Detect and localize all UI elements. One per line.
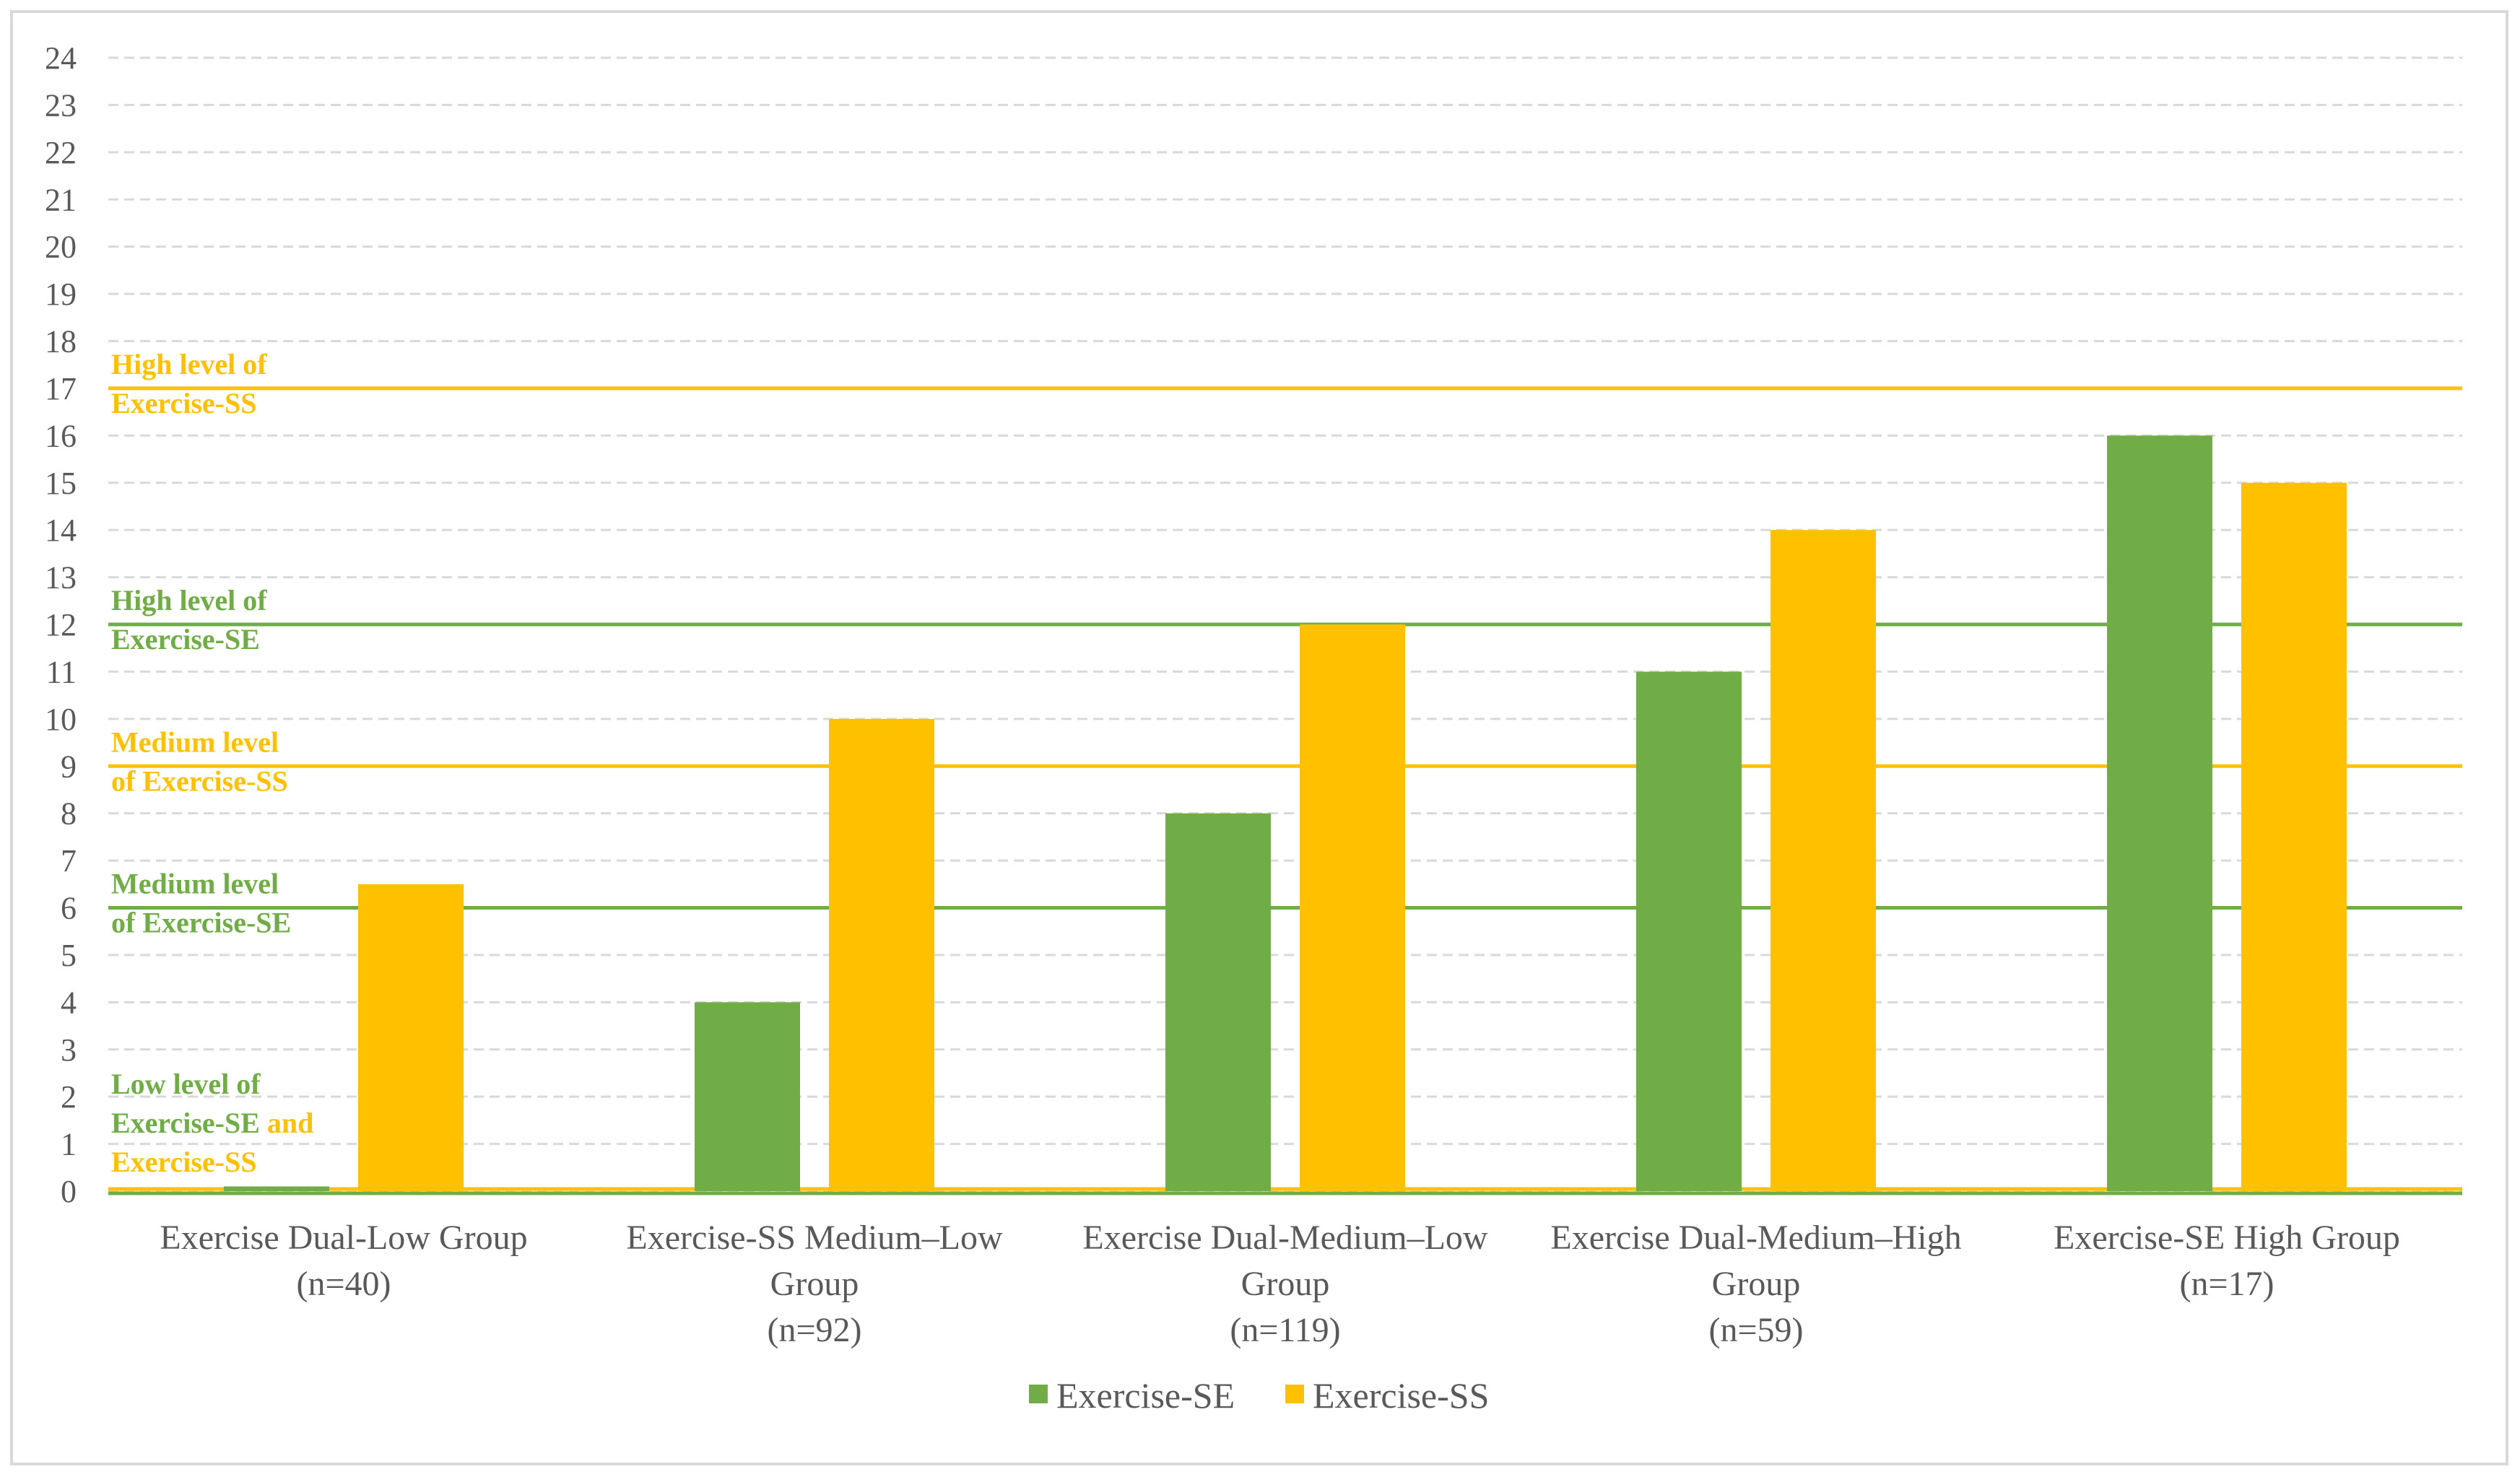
y-tick-label: 15 xyxy=(45,466,77,501)
x-category-label: Exercise-SS Medium–Low xyxy=(626,1219,1003,1257)
x-category-label: Exercise Dual-Medium–Low xyxy=(1082,1219,1488,1257)
y-tick-label: 1 xyxy=(61,1127,77,1162)
y-tick-label: 22 xyxy=(45,135,77,170)
reference-line-label: Medium level xyxy=(111,726,279,758)
reference-line-label: Low level of xyxy=(111,1068,261,1100)
y-tick-label: 2 xyxy=(61,1079,77,1115)
y-tick-label: 9 xyxy=(61,749,77,784)
y-tick-label: 6 xyxy=(61,891,77,926)
reference-label-part: Medium level xyxy=(111,726,279,758)
x-category-label: Group xyxy=(770,1265,859,1303)
bar-exercise-ss xyxy=(358,884,464,1191)
y-tick-label: 0 xyxy=(61,1174,77,1209)
bar-exercise-se xyxy=(224,1186,329,1191)
y-tick-label: 8 xyxy=(61,796,77,832)
y-tick-label: 24 xyxy=(45,40,77,76)
reference-label-part: High level of xyxy=(111,584,267,616)
x-category-label: Exercise-SE High Group xyxy=(2054,1219,2400,1257)
legend-label-exercise-ss: Exercise-SS xyxy=(1313,1375,1489,1416)
bar-chart: 0123456789101112131415161718192021222324… xyxy=(45,40,2462,1416)
reference-label-part: Low level of xyxy=(111,1068,261,1100)
bar-exercise-se xyxy=(695,1002,800,1191)
reference-label-part: of Exercise-SS xyxy=(111,764,288,797)
x-category-label: (n=59) xyxy=(1708,1311,1803,1349)
legend-label-exercise-se: Exercise-SE xyxy=(1056,1375,1235,1416)
bar-exercise-ss xyxy=(1300,624,1405,1191)
x-category-label: (n=92) xyxy=(767,1311,861,1349)
reference-line-label: Exercise-SE and xyxy=(111,1107,313,1139)
reference-label-part: Exercise-SE xyxy=(111,1107,260,1139)
y-tick-label: 20 xyxy=(45,230,77,265)
y-tick-label: 19 xyxy=(45,276,77,312)
bar-exercise-se xyxy=(1165,813,1271,1191)
y-tick-label: 18 xyxy=(45,324,77,360)
y-tick-label: 5 xyxy=(61,938,77,973)
x-category-label: Group xyxy=(1712,1265,1801,1303)
y-tick-label: 10 xyxy=(45,702,77,737)
y-tick-label: 11 xyxy=(46,654,77,689)
legend-swatch-exercise-ss xyxy=(1285,1385,1304,1403)
x-category-label: (n=17) xyxy=(2179,1265,2274,1303)
reference-line-label: Exercise-SS xyxy=(111,1146,256,1178)
bar-exercise-ss xyxy=(2241,482,2347,1191)
y-tick-label: 23 xyxy=(45,87,77,123)
y-tick-label: 4 xyxy=(61,985,77,1020)
y-tick-label: 14 xyxy=(45,513,77,548)
y-tick-label: 7 xyxy=(61,843,77,879)
y-tick-label: 21 xyxy=(45,182,77,217)
x-category-label: Exercise Dual-Medium–High xyxy=(1550,1219,1961,1257)
reference-line-label: Exercise-SE xyxy=(111,623,260,655)
reference-label-part: Medium level xyxy=(111,868,279,900)
reference-label-part: and xyxy=(260,1107,314,1139)
reference-label-part: Exercise-SS xyxy=(111,1146,256,1178)
reference-line-label: Medium level xyxy=(111,868,279,900)
bar-exercise-ss xyxy=(1770,530,1876,1191)
chart-frame: 0 1 2 3 4 5 6 7 8 9 10 11 12 13 14 15 16 17 18 19 20 21 22 23 24… xyxy=(10,10,2508,1465)
reference-label-part: Exercise-SE xyxy=(111,623,260,655)
y-tick-label: 3 xyxy=(61,1032,77,1068)
y-tick-label: 16 xyxy=(45,418,77,453)
reference-label-part: Exercise-SS xyxy=(111,387,256,419)
bar-exercise-se xyxy=(1636,671,1742,1191)
reference-label-part: of Exercise-SE xyxy=(111,907,291,939)
reference-line-label: Exercise-SS xyxy=(111,387,256,419)
bar-exercise-ss xyxy=(829,718,934,1191)
y-tick-label: 17 xyxy=(45,371,77,406)
reference-line-label: High level of xyxy=(111,348,267,380)
x-category-label: Exercise Dual-Low Group xyxy=(160,1219,527,1257)
reference-line-label: of Exercise-SE xyxy=(111,907,291,939)
bar-exercise-se xyxy=(2107,435,2212,1192)
reference-line-label: of Exercise-SS xyxy=(111,764,288,797)
x-category-label: (n=40) xyxy=(296,1265,391,1303)
x-category-label: Group xyxy=(1241,1265,1330,1303)
legend-swatch-exercise-se xyxy=(1029,1385,1048,1403)
y-tick-label: 12 xyxy=(45,607,77,642)
x-category-label: (n=119) xyxy=(1230,1311,1340,1349)
reference-label-part: High level of xyxy=(111,348,267,380)
reference-line-label: High level of xyxy=(111,584,267,616)
y-tick-label: 13 xyxy=(45,560,77,596)
